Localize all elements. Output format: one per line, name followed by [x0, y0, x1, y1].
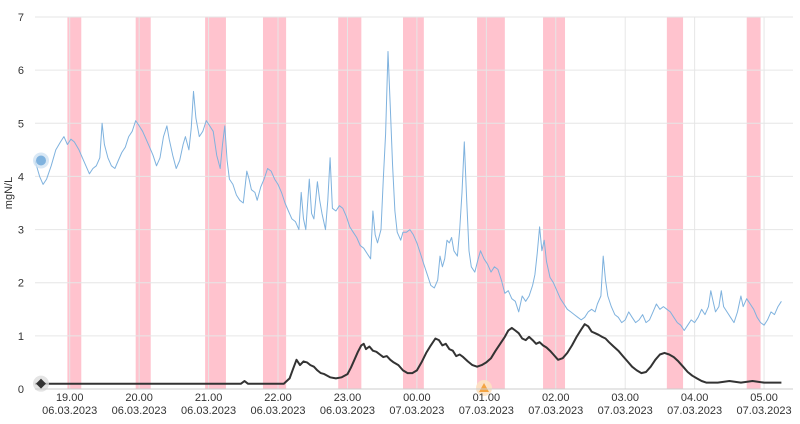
series-lines — [34, 51, 782, 385]
series-line-2 — [35, 323, 782, 385]
y-tick-label: 1 — [18, 331, 24, 343]
y-tick-label: 4 — [18, 171, 24, 183]
x-tick-date-label: 06.03.2023 — [250, 405, 305, 417]
gridlines — [35, 16, 793, 390]
y-tick-label: 6 — [18, 65, 24, 77]
x-tick-date-label: 06.03.2023 — [320, 405, 375, 417]
y-tick-label: 3 — [18, 225, 24, 237]
y-tick-label: 2 — [18, 278, 24, 290]
x-tick-time-label: 23.00 — [334, 392, 362, 404]
highlight-band — [403, 17, 424, 389]
series-line-1 — [34, 51, 782, 331]
markers — [33, 152, 493, 396]
x-tick-time-label: 01.00 — [473, 392, 501, 404]
x-tick-time-label: 02.00 — [542, 392, 570, 404]
x-tick-time-label: 04.00 — [681, 392, 709, 404]
x-tick-date-label: 07.03.2023 — [598, 405, 653, 417]
x-tick-time-label: 03.00 — [611, 392, 639, 404]
x-tick-date-label: 06.03.2023 — [181, 405, 236, 417]
x-tick-time-label: 21.00 — [195, 392, 223, 404]
x-tick-time-label: 20.00 — [125, 392, 153, 404]
highlight-band — [477, 17, 505, 389]
x-tick-time-label: 05.00 — [750, 392, 778, 404]
x-tick-date-label: 07.03.2023 — [737, 405, 792, 417]
series-marker-diamond — [36, 378, 46, 389]
x-tick-date-label: 07.03.2023 — [459, 405, 514, 417]
y-tick-label: 0 — [18, 384, 24, 396]
highlight-band — [67, 17, 82, 389]
x-tick-date-label: 07.03.2023 — [389, 405, 444, 417]
x-tick-date-label: 06.03.2023 — [42, 405, 97, 417]
highlight-band — [135, 17, 151, 389]
series-marker-circle — [36, 155, 46, 166]
highlight-band — [666, 17, 684, 389]
highlight-band — [205, 17, 226, 389]
highlight-bands — [67, 17, 761, 389]
y-tick-label: 5 — [18, 118, 24, 130]
x-tick-time-label: 22.00 — [264, 392, 292, 404]
y-axis-title: mgN/L — [3, 177, 15, 209]
highlight-band — [543, 17, 566, 389]
y-tick-label: 7 — [18, 12, 24, 24]
highlight-band — [746, 17, 761, 389]
warning-triangle-icon — [479, 383, 490, 392]
highlight-band — [262, 17, 287, 389]
x-tick-time-label: 19.00 — [56, 392, 84, 404]
highlight-band — [338, 17, 362, 389]
x-tick-time-label: 00.00 — [403, 392, 431, 404]
axis-labels: 0123456719.0006.03.202320.0006.03.202321… — [18, 12, 793, 417]
x-tick-date-label: 07.03.2023 — [667, 405, 722, 417]
x-tick-date-label: 07.03.2023 — [528, 405, 583, 417]
x-tick-date-label: 06.03.2023 — [112, 405, 167, 417]
